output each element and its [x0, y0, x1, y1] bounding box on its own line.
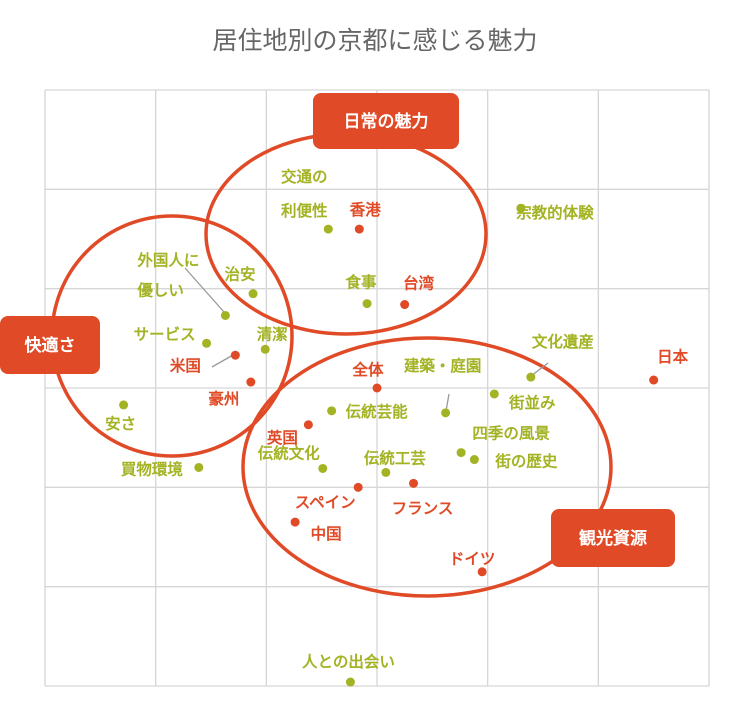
data-point [345, 677, 355, 687]
leader-line [445, 393, 450, 412]
point-label: 清潔 [257, 324, 288, 343]
data-point [318, 463, 328, 473]
point-label: 街並み [508, 393, 556, 412]
data-point [381, 467, 391, 477]
point-label: 香港 [350, 200, 382, 219]
point-label: 四季の風景 [472, 424, 550, 443]
data-point [119, 400, 129, 410]
cluster-badge [0, 316, 100, 374]
point-label: 人との出会い [302, 652, 395, 671]
point-label: 街の歴史 [494, 452, 558, 471]
point-label: 建築・庭園 [404, 356, 482, 375]
data-point [372, 383, 382, 393]
data-point [516, 203, 526, 213]
data-point [303, 420, 313, 430]
data-point [194, 462, 204, 472]
point-label: 文化遺産 [532, 332, 594, 351]
data-point [327, 406, 337, 416]
data-point [230, 350, 240, 360]
point-label: 台湾 [403, 274, 435, 293]
point-label: 豪州 [208, 389, 239, 408]
point-label: フランス [392, 499, 454, 517]
point-label: 治安 [225, 265, 256, 284]
cluster-badge-label: 観光資源 [579, 528, 647, 549]
data-point [469, 455, 479, 465]
point-label: 食事 [345, 273, 378, 292]
leader-line [211, 354, 234, 368]
data-point [290, 517, 300, 527]
data-point [649, 375, 659, 385]
point-label: 日本 [657, 347, 689, 366]
point-label: 伝統芸能 [346, 402, 409, 421]
plot-grid [44, 89, 710, 687]
leader-line [184, 267, 225, 313]
data-point [353, 482, 363, 492]
point-label: 米国 [170, 356, 201, 375]
ellipse-daily-appeal [204, 132, 488, 336]
data-point [246, 377, 256, 387]
cluster-badge [551, 509, 675, 567]
data-points [119, 203, 659, 687]
point-label: 買物環境 [121, 459, 184, 478]
cluster-badge-label: 快適さ [25, 335, 76, 356]
ellipse-tourism [241, 336, 613, 598]
data-point [323, 224, 333, 234]
data-point [526, 372, 536, 382]
point-label: 全体 [351, 360, 384, 379]
data-point [477, 567, 487, 577]
point-label: サービス [134, 325, 196, 343]
point-label: 伝統文化 [258, 443, 321, 462]
point-label: 英国 [266, 428, 298, 447]
point-label: ドイツ [449, 550, 496, 568]
point-label: 宗教的体験 [516, 203, 594, 222]
data-point [456, 448, 466, 458]
data-point [354, 224, 364, 234]
data-point [220, 310, 230, 320]
point-label: 外国人に [137, 250, 199, 269]
data-point [260, 344, 270, 354]
data-point [441, 408, 451, 418]
point-label: 交通の [281, 167, 328, 186]
data-point [202, 338, 212, 348]
data-point [489, 389, 499, 399]
point-label: 優しい [136, 280, 184, 299]
point-label: 利便性 [281, 201, 328, 220]
data-point [409, 478, 419, 488]
data-point [248, 289, 258, 299]
point-label: 安さ [105, 414, 136, 433]
data-point [362, 299, 372, 309]
cluster-badge-label: 日常の魅力 [344, 111, 429, 132]
data-point [400, 300, 410, 310]
point-label: 伝統工芸 [364, 448, 426, 467]
chart-title: 居住地別の京都に感じる魅力 [212, 26, 537, 55]
point-label: 中国 [311, 524, 342, 543]
leader-lines [184, 267, 549, 412]
point-label: スペイン [295, 493, 356, 511]
cluster-badge [313, 93, 459, 149]
